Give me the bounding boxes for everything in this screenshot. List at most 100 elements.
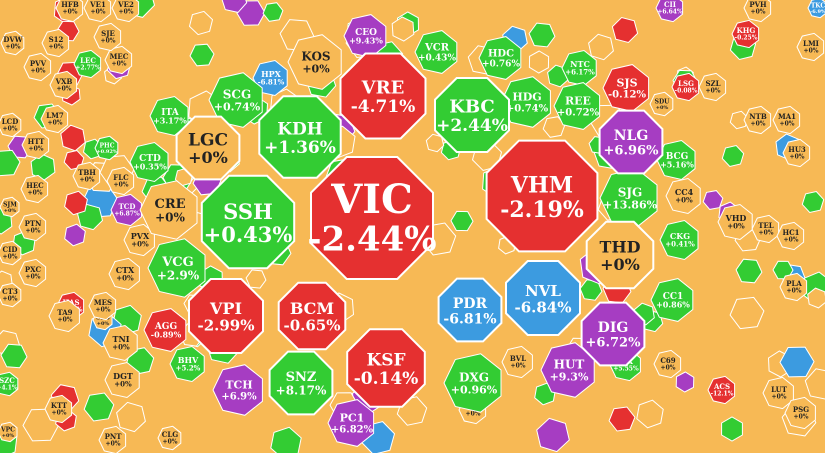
treemap-tile-vpi[interactable] — [188, 278, 264, 354]
tile-change-label: +6.82% — [331, 425, 374, 436]
treemap-tile-hdc[interactable] — [478, 36, 522, 80]
tile-ticker-label: DXG — [459, 370, 489, 384]
treemap-tile-vhm[interactable] — [485, 139, 599, 253]
treemap-tile-lcd[interactable] — [0, 112, 22, 138]
treemap-tile-hec[interactable] — [20, 174, 49, 204]
tile-change-label: -2.19% — [500, 197, 584, 223]
treemap-tile-ntb[interactable] — [743, 105, 772, 135]
treemap-tile-tkc[interactable] — [807, 0, 825, 19]
treemap-tile-ve2[interactable] — [111, 0, 140, 23]
treemap-tile-tbh[interactable] — [72, 161, 101, 191]
treemap-tile-hdg[interactable] — [500, 76, 551, 128]
treemap-tile-ssh[interactable] — [200, 174, 296, 270]
treemap-tile-hc1[interactable] — [776, 221, 805, 251]
treemap-tile-mec[interactable] — [104, 45, 133, 75]
treemap-tile-vhd[interactable] — [717, 203, 753, 241]
treemap-tile-bvl[interactable] — [501, 345, 533, 379]
treemap-tile-nlg[interactable] — [598, 109, 664, 175]
tile-ticker-label: KDH — [277, 119, 323, 139]
tile-change-label: +13.86% — [603, 198, 658, 211]
treemap-tile-ita[interactable] — [149, 95, 189, 137]
treemap-tile-khg[interactable] — [731, 19, 760, 49]
treemap-tile-lgc[interactable] — [175, 115, 241, 181]
treemap-tile-kos[interactable] — [287, 34, 342, 90]
treemap-tile-dgt[interactable] — [104, 361, 140, 399]
treemap-tile-ma1[interactable] — [772, 105, 801, 135]
treemap-tile-vcg[interactable] — [147, 238, 206, 298]
treemap-tile-snz[interactable] — [268, 350, 334, 416]
treemap-tile-nvl[interactable] — [505, 260, 581, 336]
tile-change-label: +8.17% — [276, 383, 327, 397]
treemap-tile-clg[interactable] — [157, 425, 182, 451]
treemap-tile-sdu[interactable] — [649, 91, 674, 117]
treemap-tile-ta9[interactable] — [48, 299, 80, 333]
treemap-tile-pvh[interactable] — [743, 0, 772, 23]
treemap-tile-ctx[interactable] — [108, 257, 140, 291]
treemap-tile-ckg[interactable] — [659, 219, 699, 261]
treemap-tile-thd[interactable] — [585, 220, 655, 290]
treemap-tile-tel[interactable] — [751, 214, 780, 244]
treemap-tile-psg[interactable] — [784, 396, 816, 430]
treemap-tile-vcr[interactable] — [414, 30, 458, 74]
treemap-tile-scg[interactable] — [208, 72, 263, 128]
treemap-tile-vxb[interactable] — [49, 70, 78, 100]
treemap-tile-ktt[interactable] — [44, 394, 73, 424]
treemap-tile-tni[interactable] — [102, 324, 138, 362]
treemap-tile-lut[interactable] — [762, 376, 794, 410]
treemap-tile-lec[interactable] — [73, 49, 102, 79]
treemap-tile-szl[interactable] — [698, 72, 727, 102]
treemap-tile-pvv[interactable] — [23, 52, 52, 82]
treemap-tile-acs[interactable] — [707, 375, 736, 405]
tile-change-label: +0% — [3, 296, 18, 303]
treemap-tile-cii[interactable] — [655, 0, 684, 23]
treemap-tile-ctd[interactable] — [129, 141, 169, 183]
treemap-tile-szc[interactable] — [0, 371, 19, 397]
treemap-tile-lsg[interactable] — [671, 72, 700, 102]
tile-change-label: -0.12% — [608, 90, 647, 101]
treemap-tile-hu3[interactable] — [782, 138, 811, 168]
treemap-tile-pc1[interactable] — [327, 399, 375, 447]
treemap-tile-tcd[interactable] — [110, 193, 142, 227]
treemap-tile-hfb[interactable] — [55, 0, 84, 23]
treemap-tile-vpc[interactable] — [0, 421, 18, 443]
treemap-tile-cc4[interactable] — [665, 177, 701, 215]
treemap-tile-ve1[interactable] — [83, 0, 112, 23]
treemap-tile-pxc[interactable] — [18, 258, 47, 288]
treemap-tile-bhv[interactable] — [169, 345, 205, 383]
treemap-tile-sjm[interactable] — [0, 196, 20, 218]
treemap-tile-pnt[interactable] — [98, 425, 127, 453]
treemap-tile-mes[interactable] — [88, 291, 117, 321]
treemap-tile-kdh[interactable] — [258, 95, 342, 179]
treemap-tile-pdr[interactable] — [437, 277, 503, 343]
treemap-tile-dxg[interactable] — [443, 353, 502, 413]
treemap-tile-flc[interactable] — [106, 166, 135, 196]
treemap-tile-htt[interactable] — [21, 130, 50, 160]
treemap-tile-bcm[interactable] — [277, 281, 347, 351]
treemap-tile-lm7[interactable] — [40, 104, 69, 134]
treemap-tile-c69[interactable] — [653, 349, 682, 379]
treemap-tile-ksf[interactable] — [346, 328, 426, 408]
treemap-tile-tch[interactable] — [212, 364, 263, 416]
treemap-tile-sje[interactable] — [93, 22, 122, 52]
treemap-tile-cid[interactable] — [0, 240, 22, 266]
treemap-tile-s12[interactable] — [41, 28, 70, 58]
tile-ticker-label: CRE — [154, 197, 185, 212]
treemap-tile-agg[interactable] — [143, 308, 187, 352]
tile-ticker-label: VHD — [725, 213, 747, 223]
tile-change-label: -6.9% — [810, 9, 825, 15]
treemap-tile-phc[interactable] — [94, 135, 119, 161]
treemap-tile-ree[interactable] — [553, 82, 601, 130]
treemap-tile-cc1[interactable] — [650, 278, 694, 322]
treemap-tile-vic[interactable] — [310, 156, 434, 280]
tile-ticker-label: LGC — [188, 131, 228, 151]
treemap-tile-cre[interactable] — [139, 180, 198, 240]
treemap-tile-kbc[interactable] — [434, 77, 510, 153]
treemap-tile-ct3[interactable] — [0, 282, 22, 308]
treemap-tile-lmi[interactable] — [796, 32, 825, 62]
treemap-tile-dvw[interactable] — [0, 30, 25, 56]
treemap-filler-cell — [64, 223, 86, 247]
treemap-tile-vre[interactable] — [339, 52, 427, 140]
treemap-tile-ptn[interactable] — [18, 212, 47, 242]
treemap-tile-pla[interactable] — [779, 272, 808, 302]
treemap-tile-dig[interactable] — [580, 301, 646, 367]
